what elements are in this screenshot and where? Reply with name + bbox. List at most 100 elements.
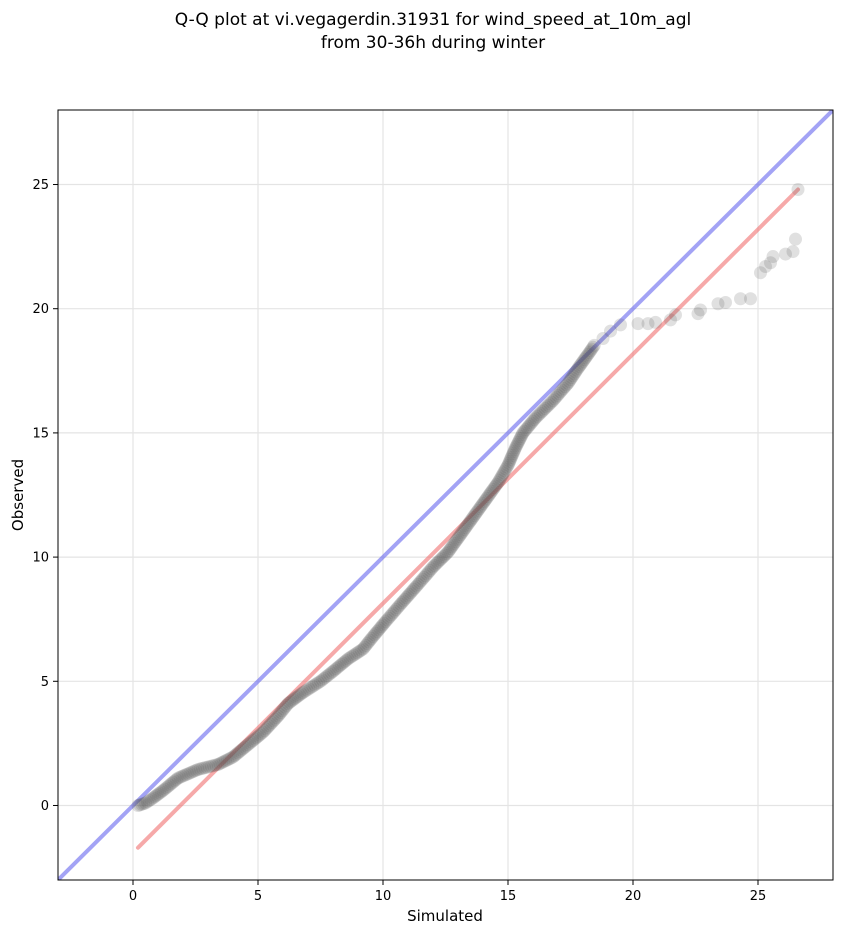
qq-point xyxy=(493,472,507,486)
qq-point xyxy=(558,380,572,394)
qq-point xyxy=(183,766,197,780)
qq-point xyxy=(411,577,425,591)
qq-point xyxy=(524,416,538,430)
qq-point xyxy=(234,743,248,757)
x-tick-label: 10 xyxy=(375,889,392,904)
qq-point xyxy=(159,781,173,795)
qq-point xyxy=(452,529,466,543)
qq-point xyxy=(220,753,234,767)
qq-point xyxy=(228,749,242,763)
qq-point xyxy=(540,400,554,414)
qq-point xyxy=(222,752,236,766)
qq-point xyxy=(326,664,340,678)
qq-point xyxy=(175,769,189,783)
qq-point xyxy=(343,651,357,665)
qq-point xyxy=(579,351,592,365)
qq-point xyxy=(502,456,516,470)
qq-point xyxy=(133,798,147,812)
x-tick-label: 15 xyxy=(500,889,517,904)
qq-point xyxy=(476,496,490,510)
qq-point xyxy=(508,443,522,457)
qq-point xyxy=(195,761,209,775)
qq-tail-point xyxy=(604,324,617,338)
qq-point xyxy=(434,553,447,567)
qq-point xyxy=(231,746,245,760)
qq-point xyxy=(315,673,329,687)
qq-point xyxy=(272,707,286,721)
qq-point xyxy=(429,557,443,571)
qq-tail-point xyxy=(786,245,800,259)
qq-point xyxy=(467,509,481,523)
qq-point xyxy=(513,431,527,445)
qq-point xyxy=(519,423,533,437)
qq-point xyxy=(526,414,540,428)
qq-point xyxy=(489,479,502,493)
qq-point xyxy=(587,338,601,352)
qq-tail-point xyxy=(631,317,645,331)
qq-point xyxy=(523,418,537,432)
qq-point xyxy=(396,594,410,608)
qq-point xyxy=(374,620,388,634)
qq-point xyxy=(350,646,364,660)
qq-point xyxy=(507,445,521,459)
qq-point xyxy=(423,564,437,578)
qq-point xyxy=(151,787,165,801)
qq-point xyxy=(163,778,177,792)
qq-point xyxy=(413,576,426,590)
qq-point xyxy=(224,751,238,765)
qq-point xyxy=(469,507,482,521)
qq-tail-point xyxy=(649,315,662,329)
qq-point xyxy=(517,424,531,438)
qq-point xyxy=(347,648,361,662)
qq-point xyxy=(238,740,252,754)
qq-point xyxy=(441,545,455,559)
qq-point xyxy=(213,757,227,771)
qq-point xyxy=(551,388,564,402)
qq-point xyxy=(464,514,477,528)
qq-point xyxy=(554,385,567,399)
qq-point xyxy=(229,747,243,761)
qq-point xyxy=(565,371,579,385)
qq-tail-point xyxy=(641,317,655,331)
qq-point xyxy=(187,764,201,778)
qq-tail-point xyxy=(791,182,805,196)
qq-point xyxy=(144,792,158,806)
qq-point xyxy=(574,358,587,372)
qq-point xyxy=(258,724,271,738)
qq-tail-point xyxy=(744,292,757,306)
qq-point xyxy=(274,706,288,720)
qq-point xyxy=(333,659,347,673)
qq-point xyxy=(275,704,289,718)
qq-point xyxy=(193,762,207,776)
qq-point xyxy=(140,795,154,809)
qq-point xyxy=(359,638,373,652)
fit-line xyxy=(136,187,800,850)
qq-point xyxy=(268,712,282,726)
qq-point xyxy=(319,670,333,684)
qq-point xyxy=(380,613,394,627)
y-tick-label: 20 xyxy=(32,302,49,317)
x-tick-label: 20 xyxy=(625,889,642,904)
qq-point xyxy=(580,349,594,363)
qq-point xyxy=(338,655,352,669)
qq-tail-point xyxy=(669,308,682,322)
qq-point xyxy=(536,403,550,417)
qq-point xyxy=(522,419,536,433)
qq-point xyxy=(154,785,168,799)
qq-point xyxy=(288,692,302,706)
qq-point xyxy=(431,556,444,570)
qq-point xyxy=(498,464,512,478)
qq-point xyxy=(447,536,461,550)
qq-point xyxy=(360,637,374,651)
qq-point xyxy=(487,481,501,495)
qq-point xyxy=(142,794,156,808)
qq-point xyxy=(281,697,295,711)
qq-point xyxy=(264,717,277,731)
qq-point xyxy=(271,709,285,723)
qq-point xyxy=(365,631,379,645)
qq-point xyxy=(278,700,292,714)
qq-point xyxy=(552,387,566,401)
qq-point xyxy=(385,608,398,622)
qq-point xyxy=(561,376,575,390)
